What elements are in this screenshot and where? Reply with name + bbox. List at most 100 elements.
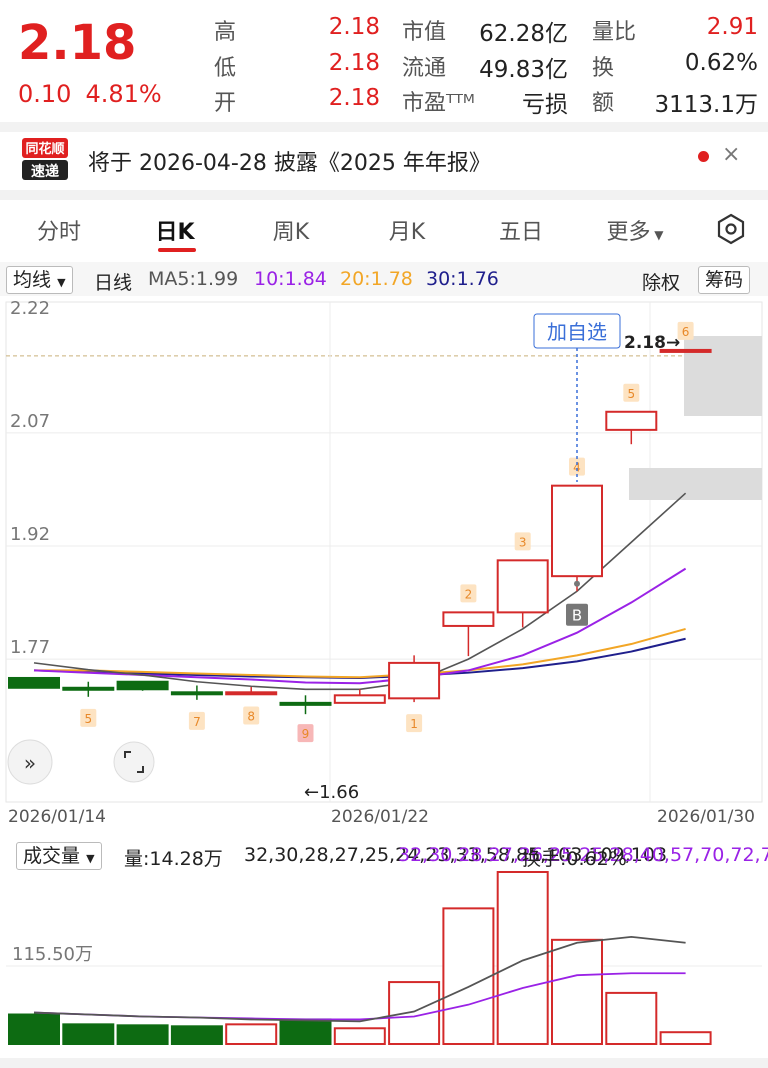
quote-l2-1: 流通: [402, 56, 447, 81]
high-annotation: 2.18→: [624, 333, 680, 353]
candle-body: [62, 686, 115, 691]
candle-body: [659, 348, 712, 353]
volume-bar: [659, 1031, 712, 1046]
indicator-bar: [0, 262, 768, 296]
candle-body: [551, 484, 603, 578]
fullscreen-glyph: [124, 751, 144, 773]
settings-hexagon-icon[interactable]: [714, 212, 748, 246]
y-tick-label: 2.07: [10, 411, 50, 432]
volume-bar: [551, 938, 603, 1045]
close-icon[interactable]: ×: [722, 142, 741, 167]
candle-badge-label: 6: [682, 325, 690, 339]
tab-more[interactable]: 更多 ▼: [590, 214, 680, 246]
ex-rights-toggle[interactable]: 除权: [642, 272, 681, 294]
volume-bar: [605, 991, 658, 1046]
candle-body: [116, 680, 169, 691]
candle-badge-label: 4: [573, 461, 581, 475]
candle-badge: [406, 714, 423, 733]
quote-l2-0: 市值: [402, 20, 447, 45]
volume-bar: [62, 1023, 115, 1045]
volume-ma5-line: [33, 935, 686, 1023]
volume-ma10: 32,30,28,27,26,25,25,28,40,57,70,72,72: [398, 844, 768, 866]
quote-l3-2: 额: [592, 91, 615, 116]
chip-overlay: [629, 468, 762, 500]
volume-chart[interactable]: 115.50万: [0, 838, 768, 1058]
caret-down-icon: ▼: [86, 852, 95, 865]
separator: [0, 190, 768, 200]
tab-day-k[interactable]: 日K: [155, 220, 195, 245]
low-annotation: ←1.66: [304, 782, 359, 803]
volume-bar: [8, 1013, 60, 1045]
date-label: 2026/01/14: [8, 807, 106, 826]
quote-v3-2: 3113.1万: [654, 92, 758, 118]
candle-badge-label: 7: [193, 715, 201, 729]
turnover-value: 换手:0.62%: [522, 848, 627, 870]
indicator-selector[interactable]: 均线 ▼: [6, 266, 73, 294]
tab-month-k[interactable]: 月K: [388, 220, 426, 245]
ma20-value: 20:1.78: [340, 268, 413, 290]
volume-bar: [442, 907, 495, 1046]
tab-week-k[interactable]: 周K: [272, 220, 310, 245]
quote-v2-0: 62.28亿: [479, 21, 568, 47]
quote-l2-2: 市盈ᵀᵀᴹ: [402, 91, 475, 116]
candle-badge: [80, 708, 97, 727]
chip-overlay: [684, 336, 762, 416]
indicator-selector-label: 均线: [13, 269, 52, 291]
kline-chart[interactable]: 2.222.071.921.771.625789123456←1.662.18→…: [0, 296, 768, 826]
unread-dot: [698, 151, 709, 162]
candle-badge-label: 5: [627, 387, 635, 401]
volume-selector-label: 成交量: [23, 845, 81, 867]
separator: [0, 122, 768, 132]
add-watch-label: 加自选: [547, 320, 607, 344]
y-tick-label: 2.22: [10, 298, 50, 319]
tab-minute[interactable]: 分时: [36, 220, 81, 245]
chips-button[interactable]: 筹码: [698, 266, 751, 294]
volume-bar: [225, 1023, 278, 1045]
candle-badge-label: 9: [302, 727, 310, 741]
active-tab-indicator: [158, 248, 196, 252]
quote-v1-2: 2.18: [328, 85, 380, 111]
quote-v1-0: 2.18: [328, 14, 380, 40]
volume-bar: [116, 1024, 169, 1045]
volume-bar: [170, 1025, 223, 1046]
add-watch-button[interactable]: [533, 313, 621, 349]
fullscreen-icon[interactable]: [113, 741, 155, 783]
volume-value: 量:14.28万: [124, 848, 223, 870]
quote-l3-1: 换: [592, 56, 615, 81]
expand-left-icon[interactable]: [7, 739, 53, 785]
quote-v1-1: 2.18: [328, 50, 380, 76]
quote-v3-1: 0.62%: [684, 50, 758, 76]
caret-down-icon: ▼: [650, 228, 664, 242]
y-tick-label: 1.92: [10, 524, 50, 545]
candle-badge-label: 8: [247, 710, 255, 724]
candle-badge: [623, 383, 640, 402]
tab-five-day[interactable]: 五日: [498, 220, 543, 245]
candle-badge: [297, 724, 314, 743]
ma10-value: 10:1.84: [254, 268, 327, 290]
period-label: 日线: [94, 272, 133, 294]
candle-body: [388, 661, 441, 700]
volume-ma5: 32,30,28,27,25,24,23,33,58,85,103,109,10…: [244, 844, 668, 866]
buy-marker-box: [566, 603, 588, 626]
double-chevron-icon: »: [24, 751, 36, 775]
candle-body: [225, 691, 278, 696]
candle-badge: [188, 711, 205, 730]
volume-bar: [279, 1018, 332, 1046]
volume-selector[interactable]: 成交量 ▼: [16, 842, 102, 870]
last-price: 2.18: [18, 15, 137, 71]
candle-badge-label: 3: [519, 535, 527, 549]
ma20-line: [34, 627, 686, 679]
ma10-line: [33, 567, 687, 685]
volume-y-label: 115.50万: [12, 944, 93, 965]
candle-badge: [514, 532, 531, 551]
candle-body: [442, 611, 495, 627]
news-headline[interactable]: 将于 2026-04-28 披露《2025 年年报》: [88, 151, 491, 176]
candle-body: [496, 559, 549, 614]
quote-l1-1: 低: [214, 56, 237, 81]
tab-more-label: 更多: [606, 220, 651, 245]
volume-bar: [496, 871, 549, 1045]
candle-badge: [677, 321, 694, 340]
candle-badge-label: 2: [465, 587, 473, 601]
ma30-value: 30:1.76: [426, 268, 499, 290]
candle-body: [170, 691, 223, 696]
